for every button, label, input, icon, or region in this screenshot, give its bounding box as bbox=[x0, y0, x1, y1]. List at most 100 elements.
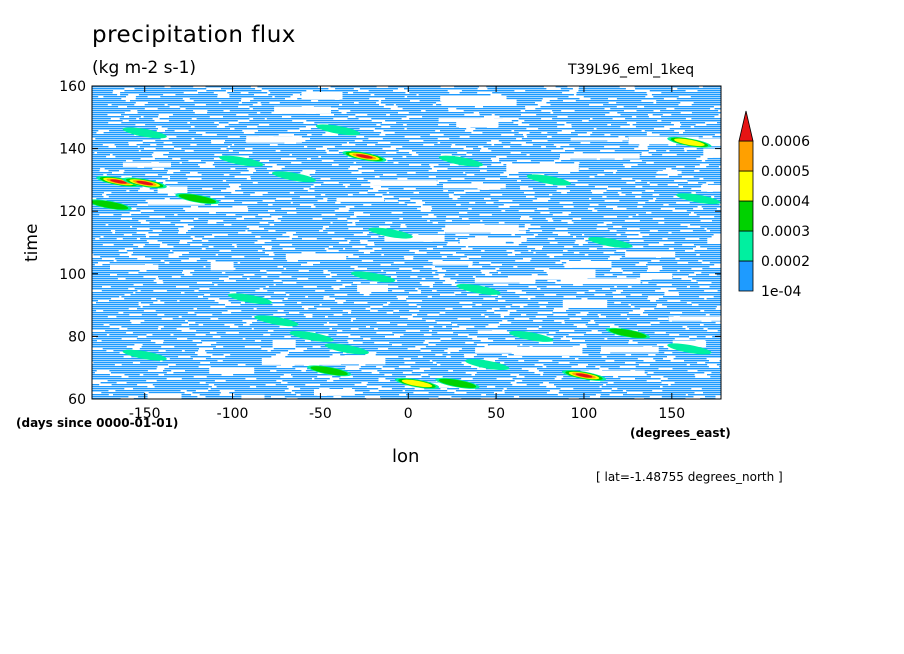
streak bbox=[662, 268, 692, 270]
streak bbox=[519, 204, 590, 206]
streak bbox=[327, 316, 400, 318]
x-tick-label: 0 bbox=[404, 406, 413, 422]
streak bbox=[339, 98, 370, 100]
streak bbox=[103, 132, 142, 134]
streak bbox=[190, 228, 250, 230]
streak bbox=[575, 300, 651, 302]
streak bbox=[267, 192, 290, 194]
streak bbox=[309, 188, 374, 190]
streak bbox=[78, 290, 87, 291]
streak bbox=[406, 298, 484, 300]
streak bbox=[600, 396, 650, 398]
streak bbox=[686, 210, 721, 212]
streak bbox=[92, 286, 102, 288]
streak bbox=[381, 248, 427, 250]
streak bbox=[545, 146, 557, 148]
streak bbox=[158, 278, 219, 280]
streak bbox=[536, 114, 606, 116]
streak bbox=[148, 232, 179, 234]
streak bbox=[396, 152, 410, 154]
streak bbox=[174, 192, 232, 194]
event-contour bbox=[667, 343, 712, 355]
streak bbox=[122, 238, 137, 240]
streak bbox=[92, 96, 99, 98]
streak bbox=[286, 268, 355, 270]
streak bbox=[592, 132, 647, 134]
streak bbox=[416, 152, 458, 154]
streak bbox=[141, 314, 158, 316]
streak bbox=[92, 106, 119, 108]
streak bbox=[712, 198, 721, 200]
streak bbox=[412, 268, 432, 270]
streak bbox=[336, 274, 354, 276]
streak bbox=[452, 220, 481, 222]
streak bbox=[287, 298, 324, 300]
streak bbox=[252, 152, 327, 154]
gap-patch bbox=[657, 170, 682, 175]
gap-patch bbox=[272, 339, 296, 348]
streak bbox=[229, 174, 300, 176]
streak bbox=[260, 102, 270, 104]
streak bbox=[260, 112, 272, 114]
streak bbox=[615, 172, 657, 174]
streak bbox=[566, 122, 627, 124]
streak bbox=[353, 320, 426, 322]
streak bbox=[216, 342, 284, 344]
streak bbox=[583, 96, 646, 98]
streak bbox=[691, 104, 721, 106]
streak bbox=[366, 384, 425, 386]
streak bbox=[92, 320, 131, 322]
streak bbox=[499, 324, 574, 326]
streak bbox=[388, 304, 409, 306]
streak bbox=[201, 340, 255, 342]
streak bbox=[561, 286, 615, 288]
streak bbox=[525, 142, 581, 144]
streak bbox=[329, 226, 379, 228]
streak bbox=[349, 242, 361, 244]
streak bbox=[157, 108, 181, 110]
streak bbox=[165, 184, 229, 186]
streak bbox=[709, 262, 721, 264]
streak bbox=[240, 184, 314, 186]
streak bbox=[450, 356, 465, 358]
streak bbox=[218, 254, 269, 256]
streak bbox=[133, 388, 209, 390]
streak bbox=[527, 304, 571, 306]
streak bbox=[653, 162, 721, 164]
streak bbox=[103, 310, 144, 312]
streak bbox=[408, 296, 428, 298]
streak bbox=[194, 270, 261, 272]
streak bbox=[65, 366, 78, 367]
streak bbox=[320, 384, 355, 386]
streak bbox=[693, 212, 721, 214]
streak bbox=[315, 170, 359, 172]
streak bbox=[655, 360, 671, 362]
streak bbox=[590, 260, 652, 262]
streak bbox=[291, 238, 302, 240]
streak bbox=[328, 150, 339, 152]
streak bbox=[451, 396, 514, 398]
streak bbox=[530, 260, 561, 262]
streak bbox=[248, 92, 268, 94]
streak bbox=[375, 354, 436, 356]
streak bbox=[641, 294, 665, 296]
gap-patch bbox=[668, 316, 721, 321]
streak bbox=[526, 240, 576, 242]
streak bbox=[325, 228, 349, 230]
streak bbox=[620, 188, 692, 190]
streak bbox=[92, 154, 110, 156]
streak bbox=[374, 128, 405, 130]
streak bbox=[402, 212, 459, 214]
y-tick-label: 80 bbox=[68, 329, 86, 345]
streak bbox=[530, 298, 582, 300]
streak bbox=[108, 196, 181, 198]
streak bbox=[297, 236, 371, 238]
streak bbox=[332, 328, 351, 330]
streak bbox=[656, 100, 721, 102]
streak bbox=[428, 342, 466, 344]
streak bbox=[207, 112, 257, 114]
event-contour bbox=[324, 343, 369, 355]
streak bbox=[337, 324, 398, 326]
streak bbox=[196, 260, 208, 262]
streak bbox=[456, 252, 513, 254]
